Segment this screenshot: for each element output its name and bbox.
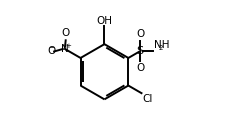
Text: S: S (137, 46, 144, 56)
Text: O: O (61, 28, 70, 38)
Text: Cl: Cl (142, 94, 152, 104)
Text: OH: OH (97, 16, 113, 26)
Text: O: O (48, 47, 56, 56)
Text: N: N (61, 44, 69, 54)
Text: +: + (65, 43, 71, 49)
Text: O: O (136, 63, 144, 73)
Text: 2: 2 (159, 45, 163, 51)
Text: O: O (136, 29, 144, 39)
Text: −: − (48, 45, 54, 51)
Text: NH: NH (153, 40, 169, 50)
